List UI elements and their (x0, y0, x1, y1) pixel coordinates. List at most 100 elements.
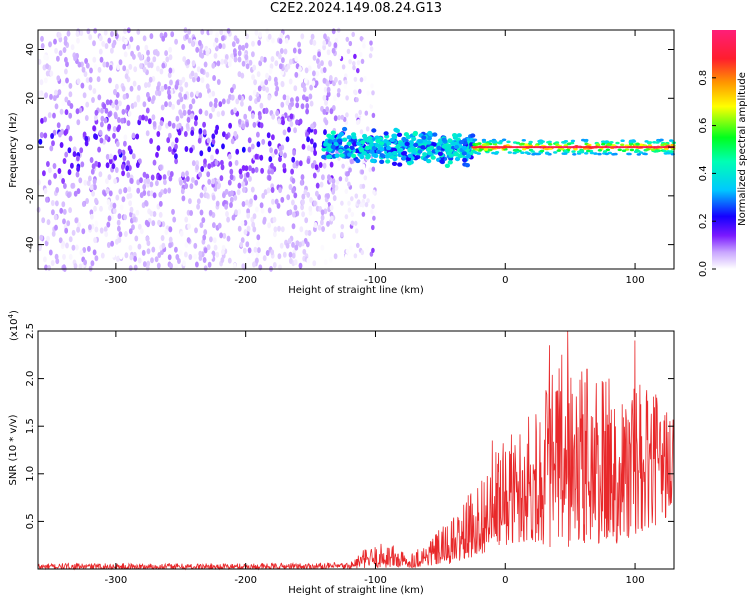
scale-prefix: (x10 (9, 318, 20, 341)
heatmap-cell (566, 142, 571, 146)
heatmap-cell (124, 231, 128, 237)
heatmap-cell (314, 80, 319, 87)
heatmap-cell (190, 70, 195, 77)
y-tick-label: -40 (25, 236, 36, 252)
heatmap-cell (187, 223, 191, 230)
heatmap-cell (237, 50, 242, 57)
heatmap-cell (198, 171, 203, 178)
heatmap-cell (232, 262, 237, 269)
heatmap-cell (228, 161, 233, 167)
heatmap-cell (321, 147, 327, 152)
heatmap-cell (302, 248, 307, 255)
heatmap-cell (265, 250, 270, 256)
heatmap-cell (132, 80, 137, 87)
heatmap-cell (248, 95, 253, 102)
heatmap-cell (362, 133, 368, 139)
heatmap-cell (121, 170, 125, 177)
snr-scale-text: (x104) (7, 310, 20, 341)
heatmap-cell (268, 156, 273, 163)
heatmap-cell (124, 252, 129, 259)
heatmap-cell (634, 149, 640, 152)
heatmap-cell (349, 145, 355, 150)
heatmap-cell (597, 149, 603, 152)
heatmap-cell (560, 147, 565, 151)
heatmap-cell (295, 160, 300, 167)
heatmap-cell (92, 249, 97, 256)
heatmap-cell (196, 198, 201, 205)
heatmap-cell (247, 137, 252, 144)
heatmap-cell (164, 229, 169, 235)
heatmap-cell (51, 230, 56, 237)
heatmap-cell (64, 151, 69, 158)
heatmap-cell (605, 148, 611, 152)
heatmap-cell (214, 159, 219, 166)
heatmap-cell (528, 140, 533, 144)
heatmap-cell (276, 202, 281, 209)
heatmap-cell (349, 159, 354, 165)
heatmap-cell (41, 217, 46, 224)
heatmap-cell (160, 235, 165, 241)
heatmap-cell (249, 198, 253, 205)
heatmap-cell (334, 76, 338, 83)
heatmap-cell (626, 152, 631, 156)
heatmap-cell (161, 221, 166, 228)
heatmap-cell (211, 106, 216, 113)
heatmap-cell (149, 33, 154, 40)
heatmap-cell (160, 85, 165, 92)
heatmap-cell (46, 235, 50, 242)
heatmap-cell (169, 262, 174, 269)
heatmap-cell (531, 153, 536, 156)
heatmap-cell (106, 242, 111, 248)
heatmap-cell (69, 103, 74, 109)
heatmap-cell (54, 103, 59, 110)
heatmap-cell (310, 146, 314, 153)
heatmap-cell (62, 47, 67, 53)
heatmap-cell (106, 221, 111, 228)
heatmap-cell (185, 175, 190, 182)
heatmap-cell (179, 230, 184, 237)
heatmap-cell (198, 51, 203, 58)
heatmap-cell (184, 81, 189, 88)
heatmap-cell (49, 93, 53, 100)
heatmap-cell (179, 179, 183, 186)
heatmap-cell (149, 138, 154, 144)
heatmap-cell (104, 43, 109, 49)
snr-series-line (37, 330, 675, 571)
heatmap-cell (85, 36, 90, 43)
heatmap-cell (331, 183, 336, 190)
heatmap-cell (520, 142, 525, 146)
heatmap-cell (357, 47, 362, 53)
heatmap-cell (366, 90, 370, 96)
heatmap-cell (180, 188, 185, 195)
heatmap-cell (152, 121, 157, 127)
heatmap-cell (403, 132, 409, 137)
heatmap-cell (227, 61, 232, 68)
heatmap-cell (174, 153, 178, 160)
heatmap-cell (120, 117, 125, 124)
heatmap-cell (157, 252, 162, 258)
heatmap-cell (101, 40, 106, 47)
heatmap-cell (83, 179, 88, 186)
heatmap-cell (546, 141, 551, 144)
heatmap-cell (233, 130, 238, 137)
heatmap-cell (322, 67, 327, 73)
heatmap-cell (369, 46, 374, 52)
heatmap-cell (216, 60, 221, 67)
heatmap-cell (316, 58, 320, 65)
heatmap-cell (117, 148, 122, 155)
heatmap-cell (297, 41, 301, 48)
heatmap-cell (135, 162, 140, 168)
heatmap-cell (563, 152, 568, 155)
heatmap-cell (299, 226, 304, 233)
heatmap-cell (49, 70, 54, 77)
heatmap-cell (224, 54, 229, 60)
heatmap-cell (211, 133, 216, 140)
colorbar-tick-label: 0.2 (698, 213, 709, 229)
heatmap-cell (84, 58, 88, 64)
heatmap-cell (291, 177, 296, 184)
heatmap-cell (355, 119, 360, 125)
heatmap-cell (320, 219, 324, 226)
heatmap-cell (611, 144, 616, 147)
snr-x-axis: -300 -200 -100 0 100 (105, 331, 645, 586)
heatmap-cell (291, 241, 295, 248)
